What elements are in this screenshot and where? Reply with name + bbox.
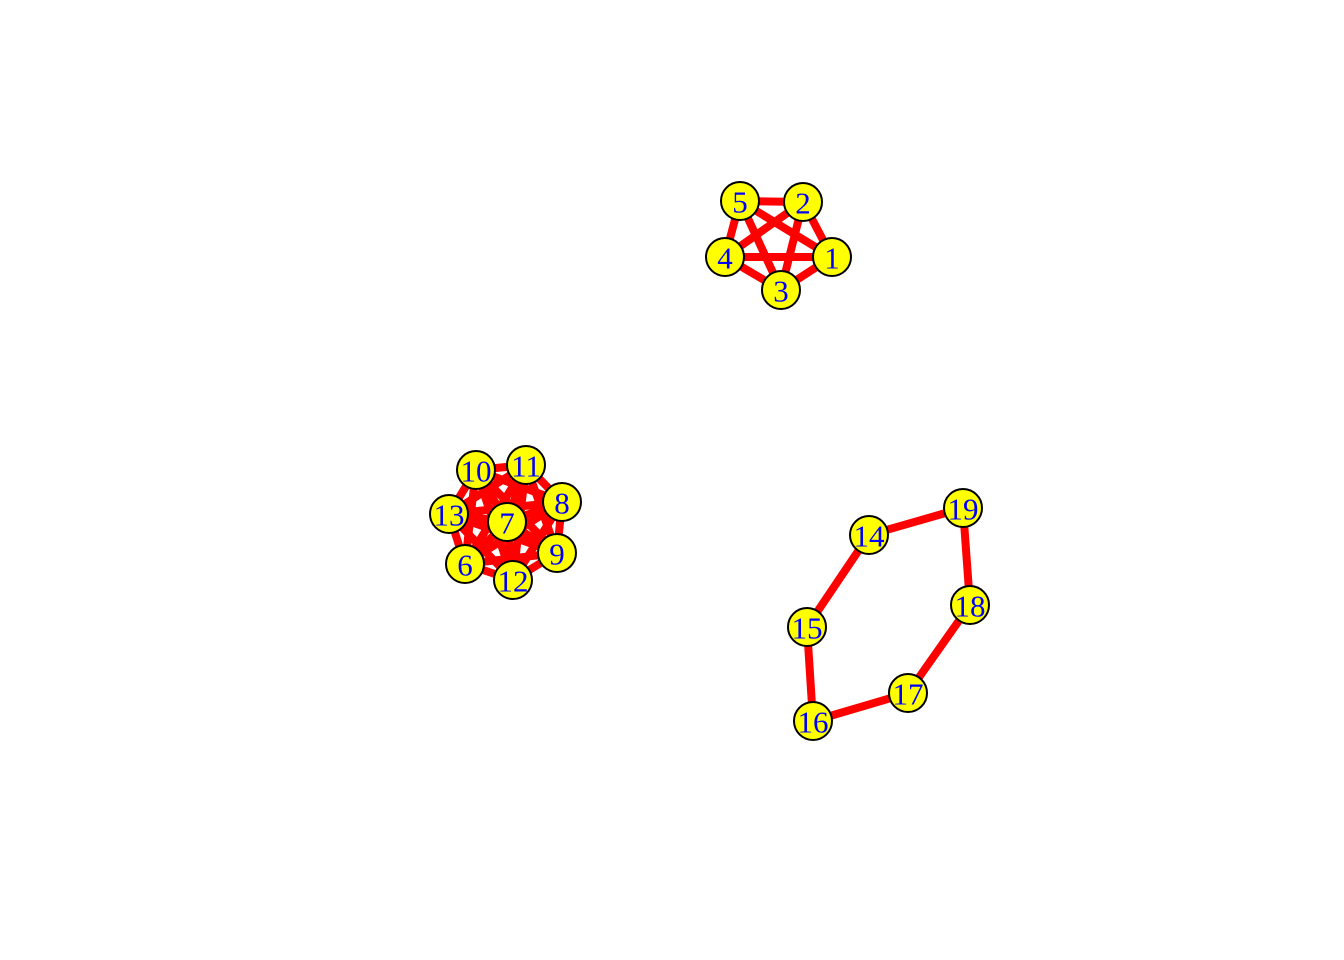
node-9: 9 [537,533,577,573]
node-label-19: 19 [948,492,979,527]
node-label-2: 2 [795,186,811,221]
node-circle-13 [429,494,469,534]
node-circle-3 [761,270,801,310]
node-circle-2 [783,182,823,222]
node-5: 5 [720,181,760,221]
node-label-7: 7 [499,506,515,541]
node-circle-19 [943,488,983,528]
node-19: 19 [943,488,983,528]
node-label-10: 10 [461,454,492,489]
node-label-6: 6 [457,548,473,583]
node-label-9: 9 [549,537,565,572]
node-3: 3 [761,270,801,310]
node-circle-12 [493,560,533,600]
node-18: 18 [950,585,990,625]
node-circle-11 [506,445,546,485]
node-circle-18 [950,585,990,625]
node-6: 6 [445,544,485,584]
node-circle-5 [720,181,760,221]
node-17: 17 [888,673,928,713]
node-circle-9 [537,533,577,573]
node-circle-6 [445,544,485,584]
node-circle-8 [542,482,582,522]
node-label-5: 5 [732,185,748,220]
node-label-14: 14 [854,519,886,554]
node-label-17: 17 [893,677,924,712]
node-12: 12 [493,560,533,600]
node-circle-7 [487,502,527,542]
node-15: 15 [787,607,827,647]
node-14: 14 [849,515,889,555]
node-8: 8 [542,482,582,522]
node-11: 11 [506,445,546,485]
node-label-4: 4 [717,241,733,276]
node-circle-1 [812,237,852,277]
node-circle-15 [787,607,827,647]
node-circle-10 [456,450,496,490]
node-4: 4 [705,237,745,277]
node-circle-17 [888,673,928,713]
node-label-15: 15 [792,611,823,646]
node-7: 7 [487,502,527,542]
node-10: 10 [456,450,496,490]
node-label-13: 13 [434,498,465,533]
node-circle-16 [793,701,833,741]
node-circle-14 [849,515,889,555]
node-label-18: 18 [955,589,986,624]
node-1: 1 [812,237,852,277]
node-label-3: 3 [773,274,789,309]
node-circle-4 [705,237,745,277]
node-label-12: 12 [498,564,529,599]
node-label-8: 8 [554,486,570,521]
node-16: 16 [793,701,833,741]
node-label-11: 11 [511,449,541,484]
node-2: 2 [783,182,823,222]
node-label-1: 1 [824,241,840,276]
node-label-16: 16 [798,705,829,740]
node-13: 13 [429,494,469,534]
